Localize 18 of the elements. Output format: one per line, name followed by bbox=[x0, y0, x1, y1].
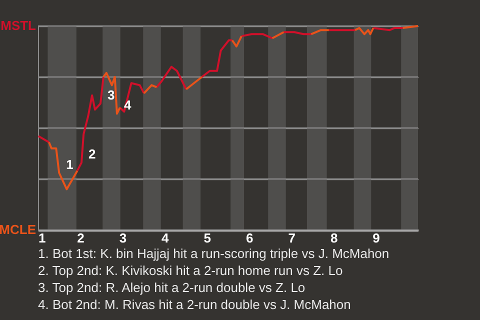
annotation: 3 bbox=[107, 88, 115, 103]
x-tick-label: 7 bbox=[288, 230, 296, 246]
x-tick-label: 5 bbox=[204, 230, 212, 246]
x-tick-label: 1 bbox=[38, 230, 46, 246]
x-tick-label: 4 bbox=[162, 230, 170, 246]
x-tick-label: 3 bbox=[119, 230, 127, 246]
text: 2. Top 2nd: K. Kivikoski hit a 2-run home run vs Z. Lo bbox=[38, 263, 343, 278]
text: 1. Bot 1st: K. bin Hajjaj hit a run-scoring triple vs J. McMahon bbox=[38, 246, 390, 261]
text: 3. Top 2nd: R. Alejo hit a 2-run double vs Z. Lo bbox=[38, 280, 306, 295]
x-tick-label: 9 bbox=[372, 230, 380, 246]
x-tick-label: 2 bbox=[77, 230, 84, 246]
x-tick-label: 6 bbox=[246, 230, 254, 246]
text: MCLE bbox=[0, 222, 36, 237]
text: 4. Bot 2nd: M. Rivas hit a 2-run double vs J. McMahon bbox=[38, 297, 351, 312]
text: MSTL bbox=[0, 18, 36, 33]
annotation: 2 bbox=[88, 146, 96, 162]
annotation: 1 bbox=[66, 156, 74, 172]
x-tick-label: 8 bbox=[330, 230, 338, 246]
